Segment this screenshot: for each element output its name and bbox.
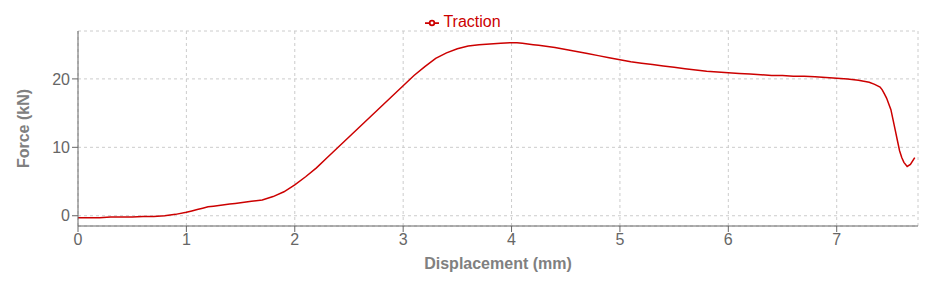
svg-text:0: 0	[74, 231, 83, 248]
svg-text:10: 10	[52, 139, 70, 156]
svg-text:2: 2	[290, 231, 299, 248]
svg-text:5: 5	[615, 231, 624, 248]
svg-text:Force (kN): Force (kN)	[15, 89, 32, 168]
svg-text:7: 7	[832, 231, 841, 248]
svg-text:1: 1	[182, 231, 191, 248]
html-text:Traction: Traction	[443, 13, 501, 30]
svg-text:3: 3	[399, 231, 408, 248]
svg-text:6: 6	[724, 231, 733, 248]
svg-text:Displacement (mm): Displacement (mm)	[424, 255, 572, 272]
svg-text:4: 4	[507, 231, 516, 248]
svg-text:20: 20	[52, 71, 70, 88]
svg-text:0: 0	[61, 207, 70, 224]
